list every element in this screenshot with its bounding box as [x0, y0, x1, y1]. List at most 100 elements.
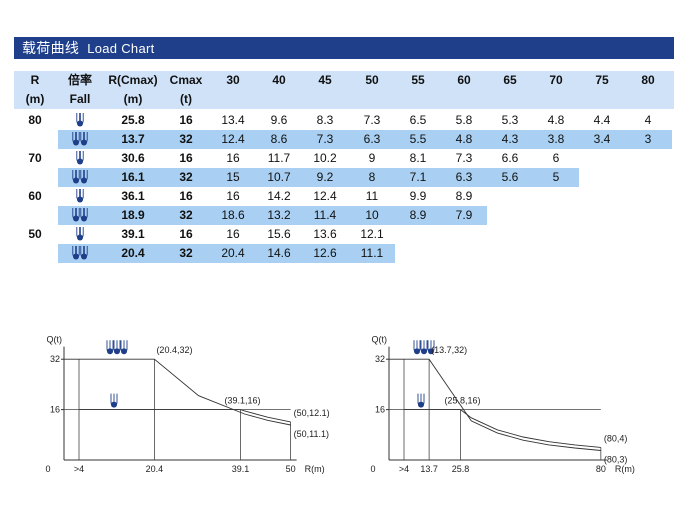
- x-tick-label: >4: [399, 464, 409, 474]
- row-load: 13.2: [267, 208, 291, 222]
- row-band: [58, 168, 579, 187]
- annotation: (13.7,32): [431, 345, 467, 355]
- row-load: 15: [226, 170, 240, 184]
- header-col-3: Cmax: [169, 73, 203, 87]
- header-col-12: 75: [595, 73, 609, 87]
- row-load: 3.8: [547, 132, 565, 146]
- annotation: (80,3): [604, 455, 628, 465]
- row-load: 9: [368, 151, 376, 165]
- header-col-1: 倍率: [67, 73, 93, 87]
- row-load: 20.4: [221, 246, 245, 260]
- row-load: 9.9: [409, 189, 427, 203]
- fall-cell: [71, 207, 89, 228]
- row-radius: 80: [28, 113, 42, 127]
- row-load: 7.3: [363, 113, 381, 127]
- row-cmax: 32: [179, 208, 193, 222]
- x-tick-label: 13.7: [420, 464, 438, 474]
- row-load: 16: [226, 151, 240, 165]
- header-sub-1: Fall: [69, 92, 91, 106]
- row-load: 9.6: [270, 113, 288, 127]
- row-cmax: 16: [179, 227, 193, 241]
- series-single-fall: [404, 409, 601, 448]
- row-cmax: 16: [179, 189, 193, 203]
- row-rcmax: 16.1: [121, 170, 145, 184]
- fall-cell: [75, 112, 85, 133]
- fall-cell: [75, 188, 85, 209]
- header-row-sub: [14, 90, 674, 109]
- row-load: 7.9: [455, 208, 473, 222]
- row-load: 14.2: [267, 189, 291, 203]
- y-tick-label: 32: [50, 354, 60, 364]
- single-hook-icon: [76, 113, 84, 127]
- x-tick-label: 80: [596, 464, 606, 474]
- x-tick-label: >4: [74, 464, 84, 474]
- title-cn: 载荷曲线: [22, 40, 80, 56]
- fall-cell: [75, 150, 85, 171]
- row-band: [58, 244, 395, 263]
- header-col-10: 65: [503, 73, 517, 87]
- series-single-fall: [79, 409, 291, 423]
- fall-cell: [75, 226, 85, 247]
- series-double-fall: [79, 358, 291, 426]
- header-sub-2: (m): [123, 92, 143, 106]
- row-load: 8.9: [409, 208, 427, 222]
- header-col-5: 40: [272, 73, 286, 87]
- row-load: 11.7: [267, 151, 291, 165]
- row-load: 10.2: [313, 151, 337, 165]
- single-hook-icon: [76, 227, 84, 241]
- row-load: 12.4: [313, 189, 337, 203]
- row-load: 7.3: [316, 132, 334, 146]
- x-tick-label: 0: [45, 464, 50, 474]
- fall-cell: [71, 169, 89, 190]
- load-chart-50m: Q(t) R(m) 16 32 0 >4 20.4 39.1 50 (20.4,32) (39.1,…: [45, 335, 329, 474]
- row-radius: 70: [28, 151, 42, 165]
- single-hook-icon: [76, 189, 84, 203]
- single-hook-icon: [417, 393, 425, 408]
- row-radius: 60: [28, 189, 42, 203]
- row-load: 6.6: [501, 151, 519, 165]
- row-load: 4.8: [455, 132, 473, 146]
- header-col-7: 50: [365, 73, 379, 87]
- row-rcmax: 13.7: [121, 132, 145, 146]
- header-col-8: 55: [411, 73, 425, 87]
- row-rcmax: 20.4: [121, 246, 145, 260]
- x-tick-label: 39.1: [232, 464, 250, 474]
- x-axis-label: R(m): [615, 464, 635, 474]
- row-load: 5.6: [501, 170, 519, 184]
- annotation: (50,11.1): [294, 429, 329, 439]
- annotation: (39.1,16): [224, 396, 260, 406]
- row-load: 4: [644, 113, 652, 127]
- row-load: 5.8: [455, 113, 473, 127]
- fall-cell: [71, 245, 89, 266]
- title-bar: 载荷曲线 Load Chart: [14, 37, 674, 59]
- row-load: 6.3: [363, 132, 381, 146]
- y-tick-label: 16: [375, 405, 385, 415]
- row-load: 13.4: [221, 113, 245, 127]
- row-load: 7.1: [409, 170, 427, 184]
- header-col-9: 60: [457, 73, 471, 87]
- row-radius: 50: [28, 227, 42, 241]
- row-load: 10: [365, 208, 379, 222]
- x-tick-label: 50: [286, 464, 296, 474]
- row-band: [58, 130, 672, 149]
- row-load: 11.4: [313, 208, 337, 222]
- row-load: 5: [552, 170, 560, 184]
- row-load: 16: [226, 189, 240, 203]
- row-load: 8: [368, 170, 376, 184]
- row-load: 15.6: [267, 227, 291, 241]
- header-col-2: R(Cmax): [108, 73, 158, 87]
- row-load: 6.3: [455, 170, 473, 184]
- row-load: 9.2: [316, 170, 334, 184]
- row-rcmax: 30.6: [121, 151, 145, 165]
- annotation: (80,4): [604, 433, 628, 443]
- double-hook-icon: [106, 340, 128, 355]
- row-load: 6.5: [409, 113, 427, 127]
- row-load: 13.6: [313, 227, 337, 241]
- row-load: 5.3: [501, 113, 519, 127]
- series-double-fall: [404, 358, 601, 451]
- row-load: 3.4: [593, 132, 611, 146]
- row-cmax: 32: [179, 132, 193, 146]
- header-col-13: 80: [641, 73, 655, 87]
- single-hook-icon: [110, 393, 118, 408]
- row-load: 11: [365, 189, 379, 203]
